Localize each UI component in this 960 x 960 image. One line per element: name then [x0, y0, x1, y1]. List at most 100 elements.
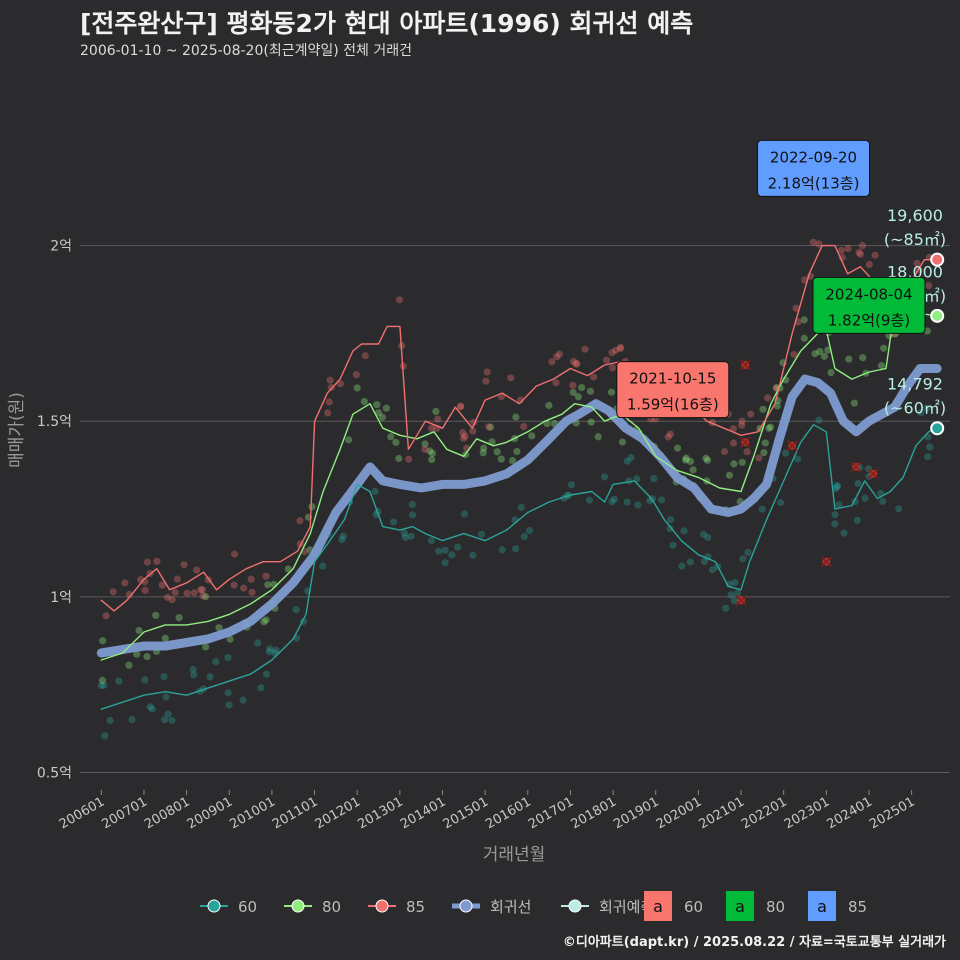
x-tick-label: 200801 — [142, 794, 192, 832]
transaction-point — [212, 658, 220, 666]
x-tick-label: 201801 — [569, 794, 619, 832]
x-tick-label: 200701 — [99, 794, 149, 832]
transaction-point — [160, 672, 168, 681]
cancelled-x — [867, 468, 879, 480]
cancelled-x — [820, 556, 832, 568]
transaction-point — [727, 591, 735, 599]
legend-box-label: 85 — [848, 898, 867, 916]
transaction-point — [168, 596, 176, 604]
transaction-point — [730, 596, 738, 605]
transaction-point — [861, 494, 869, 502]
transaction-point — [338, 535, 346, 544]
transaction-point — [199, 592, 207, 600]
transaction-point — [729, 439, 738, 447]
transaction-point — [382, 404, 390, 412]
transaction-point — [101, 732, 109, 740]
transaction-point — [292, 605, 300, 614]
transaction-point — [224, 653, 232, 662]
callout-date: 2022-09-20 — [770, 148, 857, 166]
transaction-point — [877, 362, 886, 370]
transaction-point — [480, 444, 488, 452]
x-axis: 2006012007012008012009012010012011012012… — [57, 790, 918, 832]
transaction-point — [731, 578, 739, 587]
cancelled-x — [786, 440, 798, 452]
transaction-point — [125, 590, 133, 599]
transaction-point — [650, 474, 658, 483]
transaction-point — [623, 498, 631, 506]
transaction-point — [664, 433, 672, 441]
legend-dot — [375, 899, 389, 913]
transaction-point — [162, 693, 170, 701]
transaction-point — [666, 524, 674, 533]
transaction-point — [395, 454, 403, 463]
transaction-point — [708, 566, 717, 574]
transaction-point — [143, 558, 152, 566]
x-tick-label: 201901 — [611, 794, 661, 832]
transaction-point — [428, 455, 436, 464]
transaction-point — [815, 240, 823, 248]
transaction-point — [158, 581, 166, 589]
transaction-point — [764, 394, 772, 402]
transaction-point — [840, 529, 848, 537]
transaction-point — [879, 497, 887, 506]
transaction-point — [441, 546, 449, 554]
transaction-point — [336, 380, 345, 388]
transaction-point — [512, 545, 520, 553]
transaction-point — [240, 584, 248, 592]
transaction-point — [608, 498, 616, 506]
series-lines — [96, 244, 942, 710]
transaction-point — [820, 352, 828, 360]
transaction-point — [272, 646, 280, 654]
transaction-point — [428, 449, 437, 458]
transaction-point — [681, 456, 690, 464]
transaction-point — [673, 444, 682, 452]
transaction-point — [699, 530, 708, 538]
transaction-point — [895, 505, 903, 513]
transaction-point — [682, 454, 690, 462]
transaction-point — [926, 443, 934, 451]
transaction-point — [669, 541, 677, 549]
series-line-60 — [100, 424, 938, 710]
transaction-point — [923, 327, 932, 335]
transaction-point — [765, 424, 773, 432]
transaction-point — [831, 520, 839, 528]
x-tick-label: 202101 — [697, 794, 747, 832]
transaction-point — [700, 557, 709, 566]
callouts: 2022-09-20 2.18억(13층) 2024-08-04 1.82억(9층) 2… — [616, 139, 926, 419]
transaction-point — [109, 588, 117, 596]
transaction-point — [254, 639, 262, 647]
transaction-point — [800, 334, 808, 342]
transaction-point — [827, 368, 835, 377]
transaction-point — [265, 648, 274, 656]
transaction-point — [226, 635, 234, 643]
transaction-point — [477, 530, 486, 538]
transaction-point — [262, 616, 270, 624]
x-tick-label: 201101 — [270, 794, 320, 832]
transaction-points — [97, 238, 934, 740]
transaction-point — [399, 362, 407, 370]
transaction-point — [738, 458, 746, 466]
transaction-point — [837, 246, 845, 255]
transaction-point — [833, 481, 842, 490]
transaction-point — [755, 454, 763, 462]
y-tick-label: 0.5억 — [37, 765, 72, 781]
transaction-point — [573, 360, 581, 368]
transaction-point — [371, 487, 379, 496]
transaction-point — [666, 430, 675, 438]
transaction-point — [680, 527, 688, 535]
transaction-point — [352, 371, 360, 379]
transaction-point — [360, 397, 368, 406]
legend-box-label: 60 — [684, 898, 703, 916]
transaction-point — [189, 665, 197, 674]
transaction-point — [168, 716, 176, 724]
end-area-60: (~60㎡) — [884, 399, 946, 418]
transaction-point — [855, 248, 863, 256]
transaction-point — [239, 696, 247, 704]
transaction-point — [759, 405, 767, 413]
x-tick-label: 201201 — [313, 794, 363, 832]
y-tick-label: 1.5억 — [37, 414, 72, 430]
transaction-point — [373, 401, 381, 409]
transaction-point — [758, 505, 766, 513]
cancelled-x — [739, 359, 751, 371]
cancelled-marks — [735, 359, 879, 606]
